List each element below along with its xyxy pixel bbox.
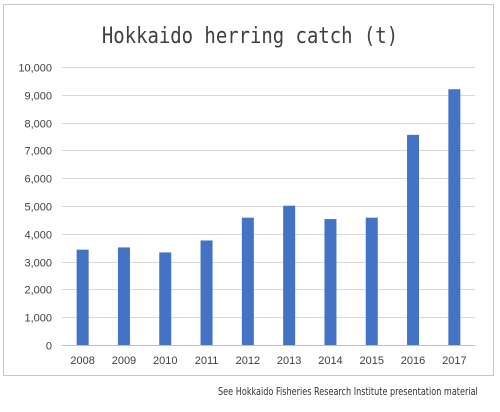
bar [200, 240, 213, 345]
bar [117, 247, 130, 345]
bars [76, 89, 461, 346]
y-tick-label: 10,000 [18, 63, 52, 75]
x-tick-label: 2010 [153, 355, 177, 367]
bar [324, 219, 337, 345]
x-tick-label: 2011 [195, 355, 219, 367]
y-tick-label: 2,000 [24, 285, 52, 297]
x-tick-label: 2014 [318, 355, 342, 367]
gridlines [62, 67, 475, 318]
y-tick-label: 7,000 [24, 146, 52, 158]
y-tick-label: 0 [46, 341, 52, 353]
chart-title: Hokkaido herring catch (t) [101, 24, 399, 49]
x-axis-tick-labels: 2008 2009 2010 2011 2012 2013 2014 2015 2016 2017 [70, 355, 466, 367]
bar [448, 89, 461, 346]
x-tick-label: 2008 [70, 355, 94, 367]
y-tick-label: 6,000 [24, 174, 52, 186]
y-tick-label: 8,000 [24, 119, 52, 131]
x-tick-label: 2016 [401, 355, 425, 367]
bar [241, 217, 254, 345]
source-note: See Hokkaido Fisheries Research Institut… [218, 385, 478, 398]
x-tick-label: 2013 [277, 355, 301, 367]
bar [159, 252, 172, 345]
y-tick-label: 9,000 [24, 91, 52, 103]
x-tick-label: 2009 [112, 355, 136, 367]
y-axis-tick-labels: 0 1,000 2,000 3,000 4,000 5,000 6,000 7,000 8,00… [18, 63, 52, 353]
x-tick-label: 2015 [360, 355, 384, 367]
y-tick-label: 4,000 [24, 230, 52, 242]
y-tick-label: 1,000 [24, 313, 52, 325]
bar [76, 249, 89, 345]
bar [365, 217, 378, 345]
y-tick-label: 3,000 [24, 258, 52, 270]
bar [283, 205, 296, 345]
y-tick-label: 5,000 [24, 202, 52, 214]
bar [407, 134, 420, 345]
x-tick-label: 2017 [442, 355, 466, 367]
x-tick-label: 2012 [236, 355, 260, 367]
